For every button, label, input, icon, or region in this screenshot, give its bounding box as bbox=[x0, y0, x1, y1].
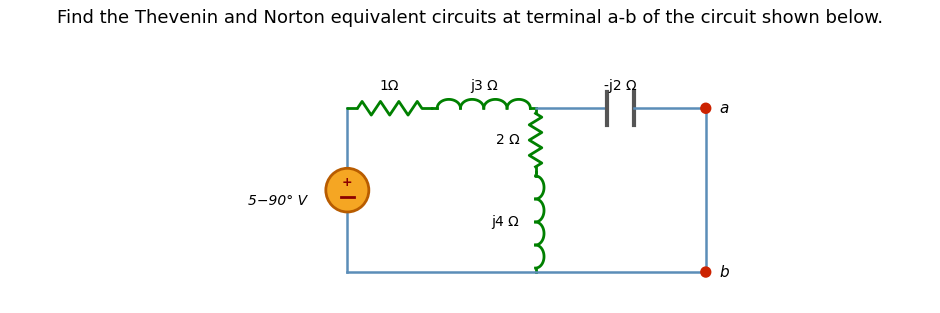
Text: 5−90° V: 5−90° V bbox=[248, 194, 307, 208]
Text: j4 Ω: j4 Ω bbox=[492, 215, 520, 229]
Text: 1Ω: 1Ω bbox=[380, 79, 400, 93]
Text: b: b bbox=[719, 264, 728, 280]
Circle shape bbox=[701, 103, 711, 113]
Circle shape bbox=[701, 267, 711, 277]
Circle shape bbox=[326, 168, 368, 212]
Text: -j2 Ω: -j2 Ω bbox=[604, 79, 637, 93]
Text: 2 Ω: 2 Ω bbox=[495, 133, 520, 147]
Text: +: + bbox=[342, 176, 352, 189]
Text: j3 Ω: j3 Ω bbox=[470, 79, 497, 93]
Text: Find the Thevenin and Norton equivalent circuits at terminal a-b of the circuit : Find the Thevenin and Norton equivalent … bbox=[57, 9, 883, 28]
Text: a: a bbox=[719, 101, 728, 116]
